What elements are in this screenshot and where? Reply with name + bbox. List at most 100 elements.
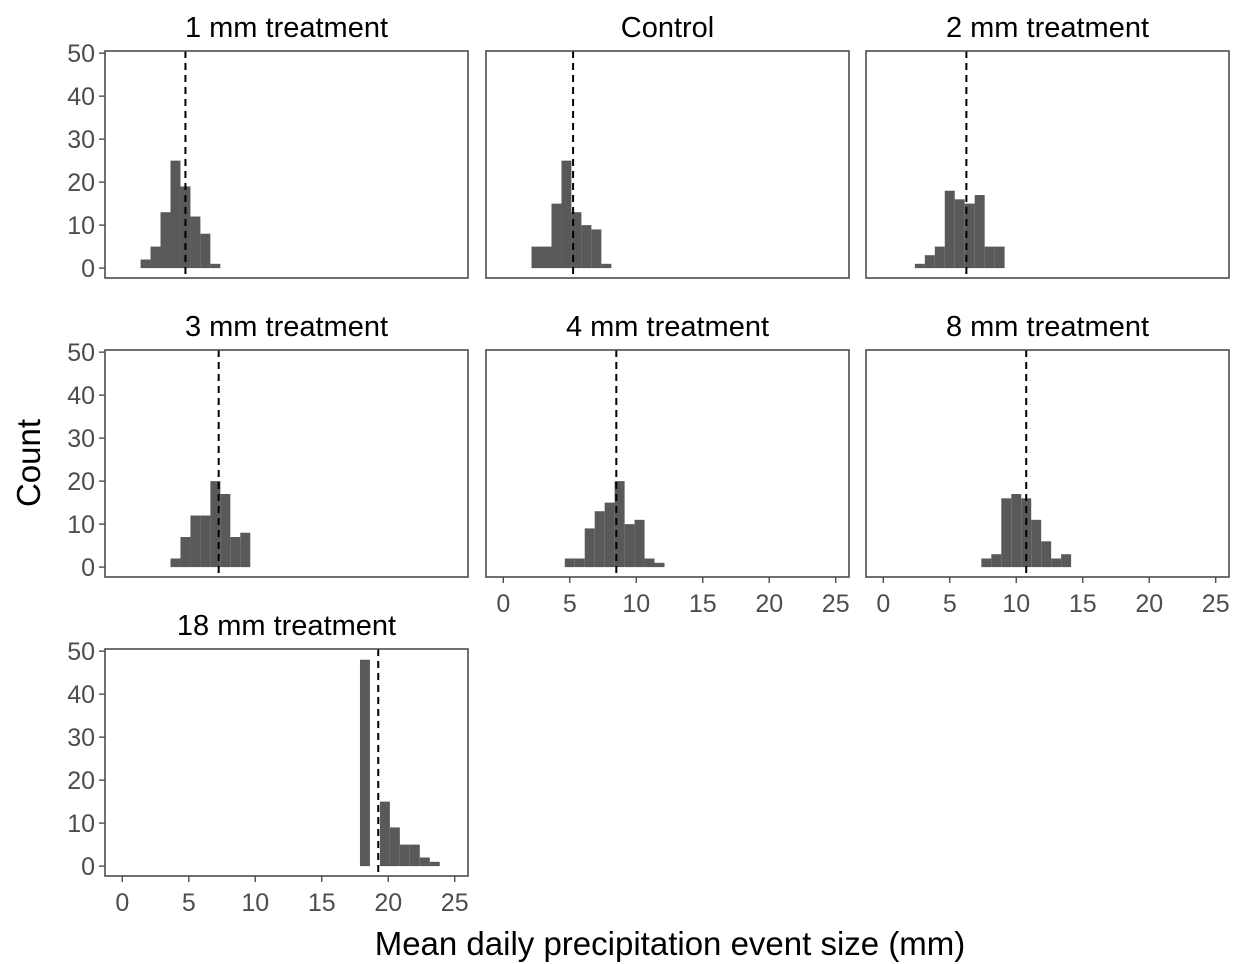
x-tick-label: 0 [115,889,129,917]
histogram-bar [220,494,231,568]
x-tick-label: 20 [374,889,402,917]
y-tick-label: 10 [67,511,95,539]
y-tick-label: 10 [67,212,95,240]
histogram-bar [581,225,592,269]
panel-title: 8 mm treatment [946,311,1149,343]
histogram-bar [1041,541,1052,568]
histogram-bar [571,212,582,269]
histogram-bar [230,537,241,568]
x-tick-label: 10 [1002,590,1030,618]
histogram-bar [399,844,410,867]
histogram-bar [944,190,955,269]
histogram-bar [429,861,440,867]
x-tick-label: 20 [755,590,783,618]
panel: 2 mm treatment [865,12,1230,279]
histogram-bar [574,558,585,568]
histogram-bar [379,801,390,867]
panel-frame [104,50,469,279]
y-tick-label: 20 [67,468,95,496]
histogram-bar [974,195,985,269]
y-tick-label: 30 [67,126,95,154]
histogram-bar [984,246,995,269]
histogram-bar [180,186,191,269]
histogram-bar [934,246,945,269]
panel-title: 2 mm treatment [946,12,1149,44]
y-tick-label: 30 [67,425,95,453]
histogram-bar [170,160,181,269]
histogram-bar [614,481,625,568]
histogram-bar [531,246,542,269]
histogram-bar [994,246,1005,269]
histogram-bar [551,203,562,269]
histogram-bar [1011,494,1022,568]
y-axis-title: Count [10,419,47,507]
histogram-bar [584,528,595,568]
histogram-bar [389,827,400,867]
x-tick-label: 10 [622,590,650,618]
y-tick-label: 0 [81,255,95,283]
histogram-bar [594,511,605,568]
x-tick-label: 25 [822,590,850,618]
histogram-bar [200,515,211,568]
histogram-bar [954,199,965,269]
panel-title: 18 mm treatment [177,610,396,642]
y-tick-label: 50 [67,339,95,367]
x-axis-title: Mean daily precipitation event size (mm) [375,925,966,962]
panel-frame [104,648,469,877]
x-tick-label: 15 [1069,590,1097,618]
panel-title: Control [621,12,715,44]
histogram-bar [180,537,191,568]
histogram-bar [654,562,665,568]
x-tick-label: 0 [496,590,510,618]
histogram-bar [981,558,992,568]
y-tick-label: 10 [67,810,95,838]
panel: 8 mm treatment 0 5 10 15 20 25 [865,311,1230,618]
histogram-bar [561,160,572,269]
y-tick-label: 0 [81,554,95,582]
histogram-bar [1001,498,1012,568]
histogram-bar [240,532,251,568]
histogram-bar [170,558,181,568]
histogram-bar [634,519,645,568]
histogram-bar [190,216,201,269]
histogram-bar [924,255,935,269]
x-tick-label: 5 [943,590,957,618]
y-tick-label: 50 [67,638,95,666]
histogram-bar [991,554,1002,568]
y-tick-label: 40 [67,382,95,410]
histogram-bar [190,515,201,568]
histogram-bar [964,203,975,269]
y-tick-label: 40 [67,681,95,709]
histogram-bar [359,659,370,867]
panel-frame [485,50,850,279]
panel: 3 mm treatment 0 10 20 30 40 50 [67,311,469,582]
x-tick-label: 15 [308,889,336,917]
panel: 1 mm treatment 0 10 20 30 40 50 [67,12,469,283]
panel-title: 4 mm treatment [566,311,769,343]
histogram-bar [210,263,221,269]
histogram-bar [1051,558,1062,568]
histogram-bar [914,263,925,269]
panel-title: 1 mm treatment [185,12,388,44]
y-tick-label: 0 [81,853,95,881]
histogram-bar [160,212,171,269]
y-tick-label: 50 [67,40,95,68]
histogram-bar [644,558,655,568]
histogram-bar [624,524,635,568]
panel-frame [865,50,1230,279]
panel: Control [485,12,850,279]
histogram-bar [591,229,602,269]
panel: 18 mm treatment 0 10 20 30 40 50 0 5 10 15 20 25 [67,610,469,917]
y-tick-label: 20 [67,169,95,197]
panel-frame [865,349,1230,578]
histogram-bar [419,857,430,867]
x-tick-label: 20 [1135,590,1163,618]
x-tick-label: 15 [689,590,717,618]
y-tick-label: 40 [67,83,95,111]
histogram-bar [1031,519,1042,568]
x-tick-label: 10 [241,889,269,917]
x-tick-label: 25 [441,889,469,917]
y-tick-label: 30 [67,724,95,752]
